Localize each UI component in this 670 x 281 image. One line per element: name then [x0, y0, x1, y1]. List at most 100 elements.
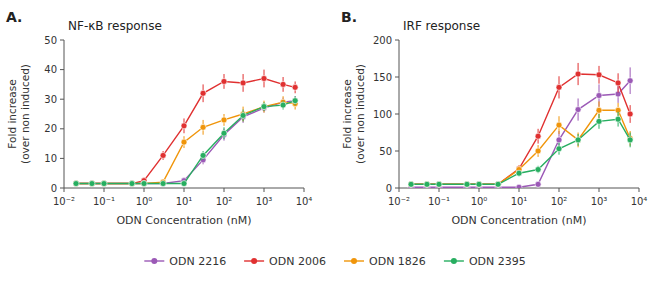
- x-tick: [439, 188, 440, 192]
- x-tick-label: 10⁻¹: [428, 196, 450, 207]
- point: [596, 107, 602, 113]
- point: [89, 181, 95, 187]
- point: [292, 98, 298, 104]
- point: [129, 181, 135, 187]
- point: [89, 181, 95, 187]
- point: [141, 181, 147, 187]
- y-axis-label: Fold increase(over non induced): [341, 64, 366, 164]
- point: [535, 181, 541, 187]
- x-tick-label: 10¹: [176, 196, 193, 207]
- point: [476, 181, 482, 187]
- point: [101, 181, 107, 187]
- y-tick-label: 40: [44, 64, 57, 75]
- point: [476, 181, 482, 187]
- series: [73, 96, 298, 186]
- x-tick-label: 10⁴: [296, 196, 313, 207]
- series-line: [411, 110, 630, 184]
- title: IRF response: [403, 19, 480, 33]
- x-tick-label: 10⁻²: [53, 196, 75, 207]
- point: [495, 181, 501, 187]
- series-line: [76, 101, 295, 184]
- x-tick: [264, 188, 265, 192]
- x-tick: [399, 188, 400, 192]
- point: [464, 181, 470, 187]
- series: [408, 67, 633, 188]
- x-tick: [599, 188, 600, 192]
- x-tick: [64, 188, 65, 192]
- y-tick: [60, 158, 64, 159]
- legend-label: ODN 2216: [169, 255, 226, 268]
- chart-svg: 0102030405010⁻²10⁻¹10⁰10¹10²10³10⁴ODN Co…: [0, 0, 670, 281]
- point: [181, 123, 187, 129]
- series: [408, 112, 633, 188]
- legend: ODN 2216ODN 2006ODN 1826ODN 2395: [144, 255, 525, 268]
- point: [575, 107, 581, 113]
- point: [73, 181, 79, 187]
- point: [141, 181, 147, 187]
- point: [221, 117, 227, 123]
- point: [408, 181, 414, 187]
- y-axis-line: [64, 40, 65, 188]
- point: [556, 84, 562, 90]
- point: [200, 152, 206, 158]
- y-tick-label: 200: [373, 35, 392, 46]
- x-axis-line: [64, 188, 304, 189]
- plot-area: [408, 63, 633, 188]
- point: [627, 111, 633, 117]
- plot-area: [73, 70, 298, 187]
- point: [627, 137, 633, 143]
- point: [615, 116, 621, 122]
- x-tick: [224, 188, 225, 192]
- point: [495, 181, 501, 187]
- legend-item: ODN 1826: [344, 255, 426, 268]
- x-tick: [104, 188, 105, 192]
- point: [141, 181, 147, 187]
- x-tick-label: 10⁰: [471, 196, 488, 207]
- point: [261, 75, 267, 81]
- legend-item: ODN 2395: [444, 255, 526, 268]
- series-line: [76, 101, 295, 184]
- point: [464, 181, 470, 187]
- series-line: [411, 119, 630, 184]
- y-axis-label-line: (over non induced): [354, 64, 366, 164]
- x-tick: [559, 188, 560, 192]
- point: [261, 104, 267, 110]
- panel-label: B.: [341, 9, 357, 25]
- series-line: [411, 74, 630, 184]
- series: [73, 96, 298, 186]
- point: [280, 102, 286, 108]
- legend-label: ODN 2395: [469, 255, 526, 268]
- series-line: [76, 102, 295, 183]
- point: [408, 181, 414, 187]
- series: [408, 101, 633, 187]
- legend-marker: [151, 258, 157, 264]
- point: [200, 90, 206, 96]
- y-axis-label-line: (over non induced): [19, 64, 31, 164]
- point: [73, 181, 79, 187]
- y-tick: [395, 188, 399, 189]
- x-tick: [184, 188, 185, 192]
- y-tick: [395, 114, 399, 115]
- y-axis-label-line: Fold increase: [6, 79, 18, 148]
- y-axis-line: [399, 40, 400, 188]
- point: [535, 167, 541, 173]
- point: [129, 181, 135, 187]
- point: [575, 137, 581, 143]
- y-tick: [395, 77, 399, 78]
- point: [160, 181, 166, 187]
- x-tick-label: 10⁰: [136, 196, 153, 207]
- x-tick-label: 10²: [216, 196, 233, 207]
- point: [516, 184, 522, 188]
- point: [181, 181, 187, 187]
- x-tick: [519, 188, 520, 192]
- legend-marker: [251, 258, 257, 264]
- x-tick-label: 10³: [591, 196, 608, 207]
- point: [596, 118, 602, 124]
- point: [436, 181, 442, 187]
- point: [596, 72, 602, 78]
- legend-marker: [451, 258, 457, 264]
- y-tick-label: 100: [373, 109, 392, 120]
- point: [535, 133, 541, 139]
- series: [408, 63, 633, 187]
- y-tick: [60, 188, 64, 189]
